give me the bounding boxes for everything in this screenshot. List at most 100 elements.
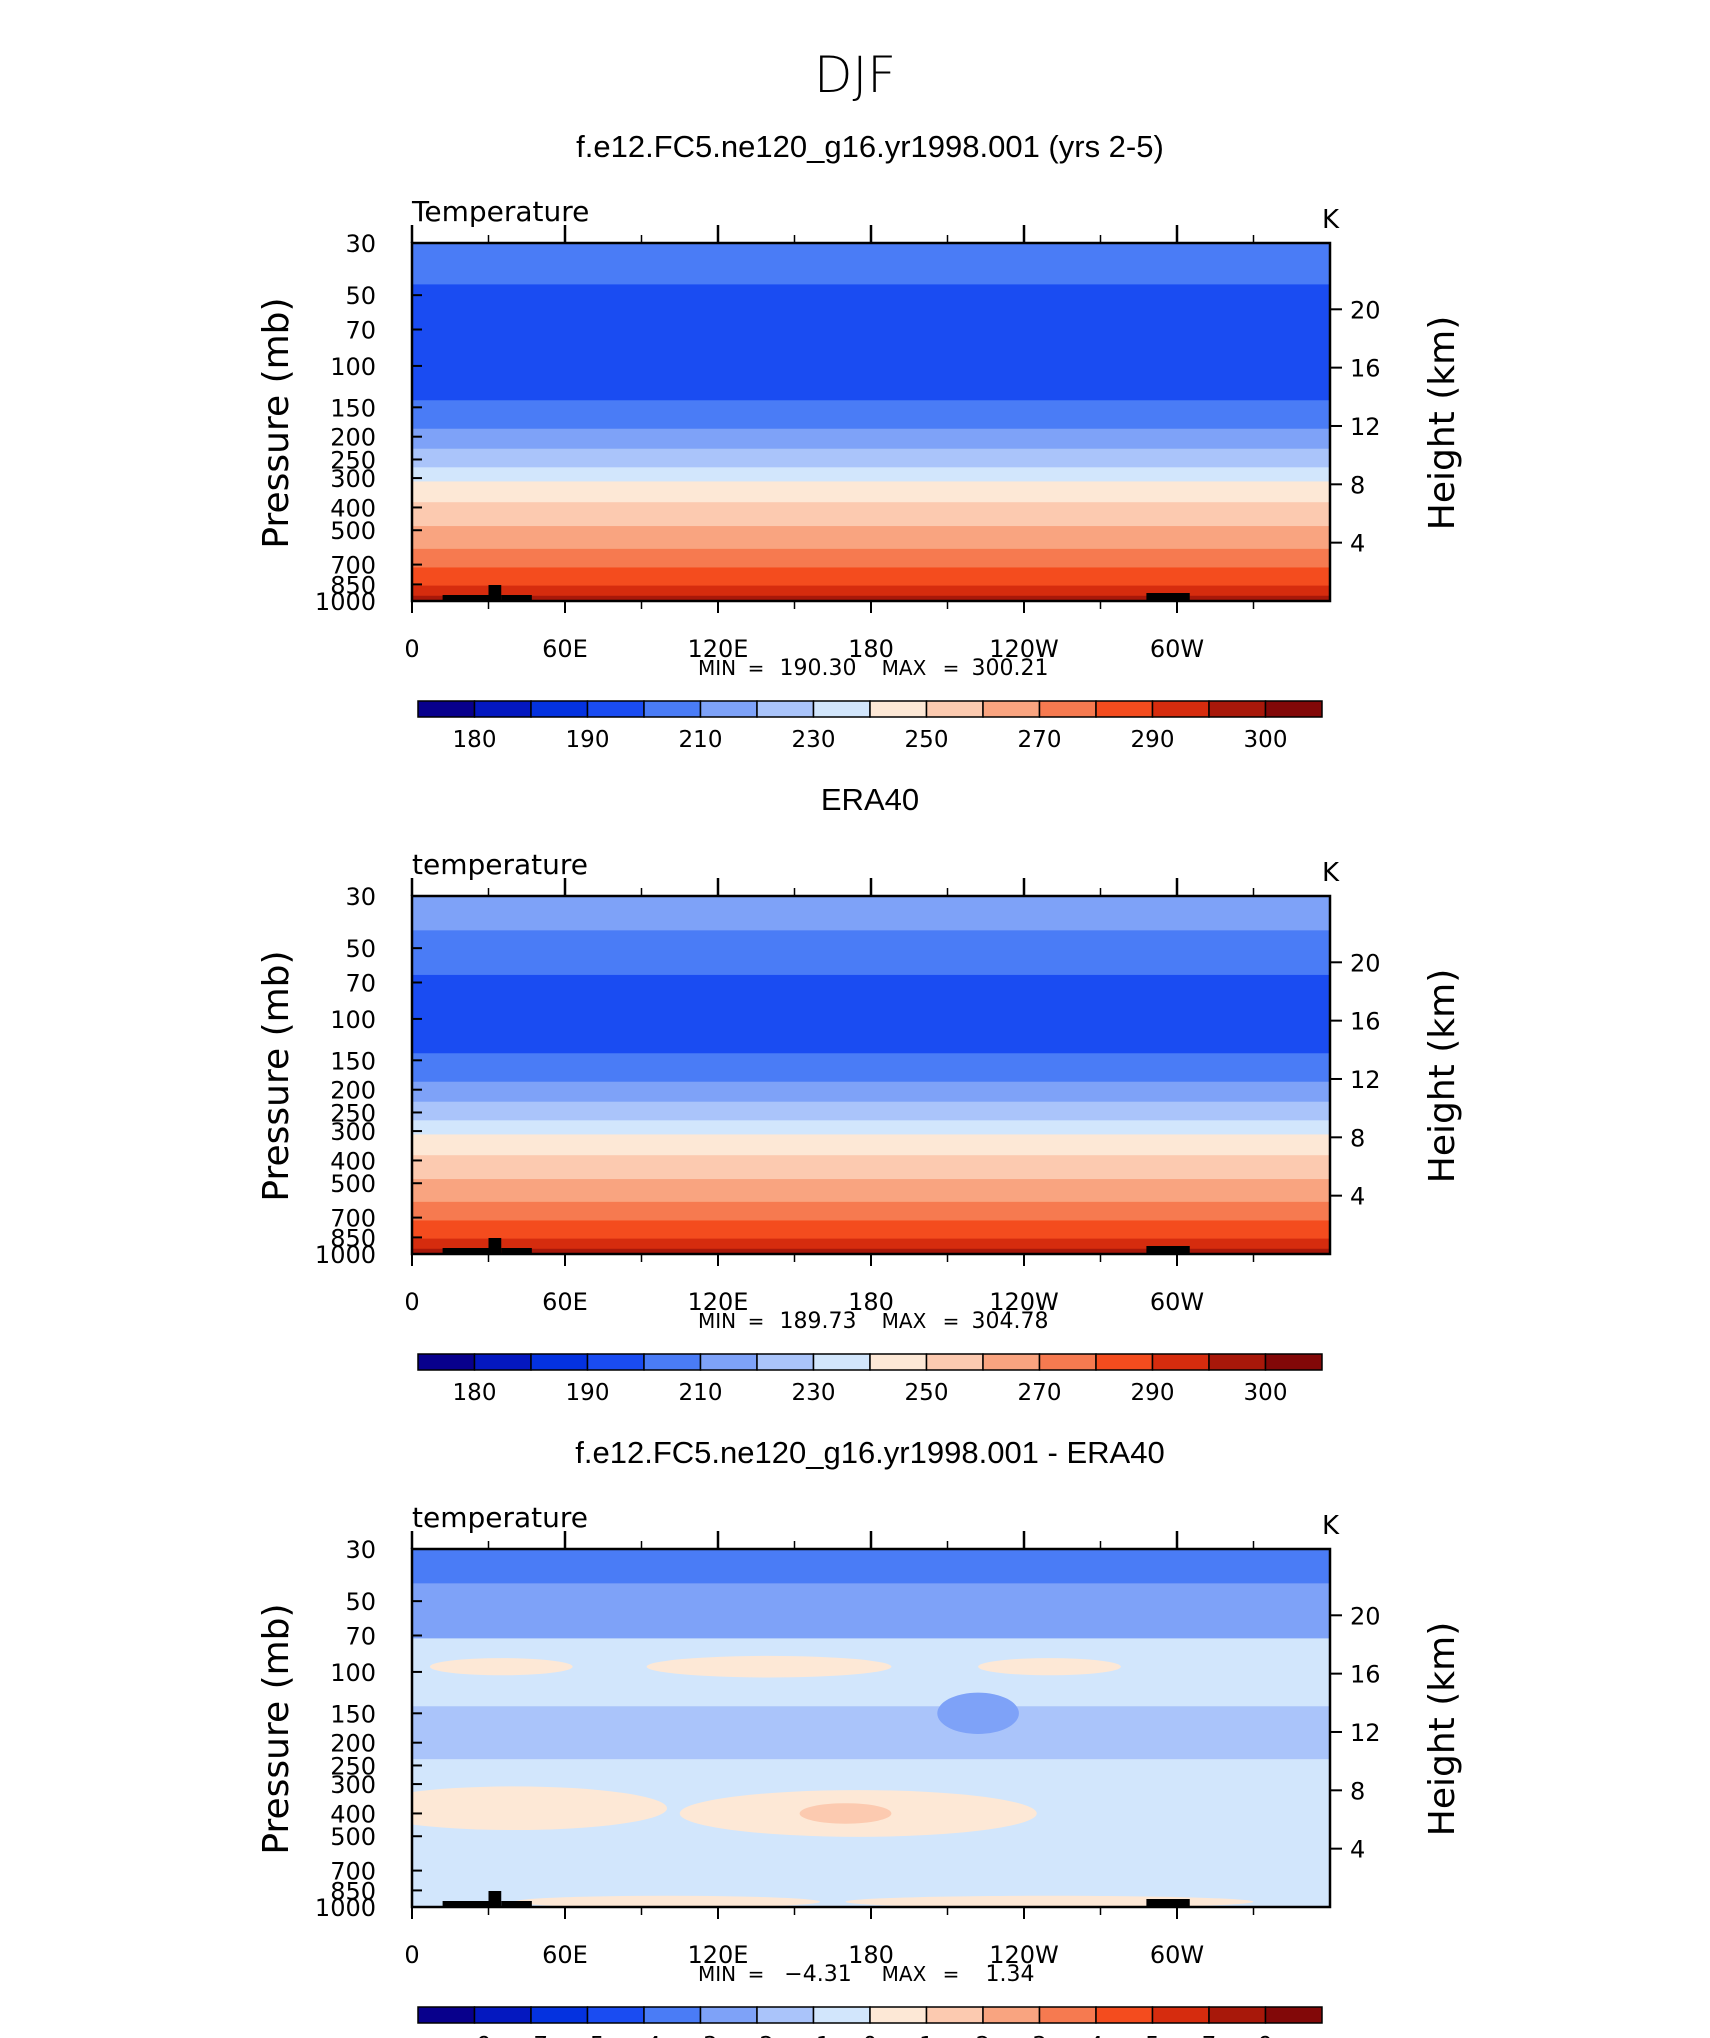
min-equals: = xyxy=(748,1309,765,1333)
topography-mask xyxy=(501,1248,532,1254)
colorbar-label: 270 xyxy=(1018,1380,1062,1406)
x-tick-label: 60E xyxy=(542,1941,588,1969)
colorbar-box xyxy=(586,2006,645,2024)
colorbar-box xyxy=(586,1353,645,1371)
colorbar-box xyxy=(417,1353,476,1371)
x-tick-label: 0 xyxy=(404,635,419,663)
y-tick-label: 700 xyxy=(330,1205,376,1233)
contour-band xyxy=(412,481,1330,503)
contour-band xyxy=(412,502,1330,527)
contour-patch xyxy=(646,1655,892,1678)
y2-tick-label: 8 xyxy=(1350,471,1365,499)
contour-field xyxy=(412,1549,1330,1907)
colorbar-box xyxy=(643,700,702,718)
topography-mask xyxy=(1146,1246,1190,1254)
colorbar-box xyxy=(1208,1353,1267,1371)
colorbar-box xyxy=(812,1353,871,1371)
colorbar-label: 2 xyxy=(976,2033,991,2038)
variable-label: temperature xyxy=(412,1501,588,1534)
colorbar-label: −2 xyxy=(740,2033,774,2038)
y2-tick-label: 12 xyxy=(1350,1066,1381,1094)
x-tick-label: 120W xyxy=(989,635,1059,663)
contour-field xyxy=(412,243,1330,601)
colorbar-box xyxy=(982,1353,1041,1371)
y-tick-label: 400 xyxy=(330,1800,376,1828)
y2-tick-label: 8 xyxy=(1350,1124,1365,1152)
y2-tick-label: 20 xyxy=(1350,296,1381,324)
colorbar-box xyxy=(586,700,645,718)
x-tick-label: 120E xyxy=(688,1288,749,1316)
y-axis-title: Pressure (mb) xyxy=(256,297,297,548)
y-tick-label: 250 xyxy=(330,1099,376,1127)
y2-tick-label: 16 xyxy=(1350,355,1381,383)
units-label: K xyxy=(1322,205,1340,235)
colorbar-label: −4 xyxy=(627,2033,661,2038)
contour-band xyxy=(412,1201,1330,1221)
min-equals: = xyxy=(748,656,765,680)
x-tick-label: 120W xyxy=(989,1288,1059,1316)
y-tick-label: 50 xyxy=(345,282,376,310)
y-tick-label: 200 xyxy=(330,1730,376,1758)
colorbar-label: 4 xyxy=(1089,2033,1104,2038)
colorbar-box xyxy=(925,1353,984,1371)
y-tick-label: 50 xyxy=(345,1588,376,1616)
contour-band xyxy=(412,548,1330,568)
topography-mask xyxy=(1146,593,1190,601)
y-tick-label: 300 xyxy=(330,1118,376,1146)
y-tick-label: 850 xyxy=(330,571,376,599)
colorbar-label: 9 xyxy=(1258,2033,1273,2038)
colorbar-box xyxy=(417,2006,476,2024)
y-tick-label: 70 xyxy=(345,970,376,998)
max-value: 1.34 xyxy=(986,1962,1035,1987)
contour-band xyxy=(412,1053,1330,1083)
y2-tick-label: 4 xyxy=(1350,1836,1365,1864)
colorbar-label: 210 xyxy=(679,1380,723,1406)
colorbar: −9 −7 −5 −4 −3 −2 −1 0 1 2 3 4 5 7 9 xyxy=(417,2006,1323,2038)
y-tick-label: 500 xyxy=(330,517,376,545)
colorbar-label: 250 xyxy=(905,1380,949,1406)
colorbar-box xyxy=(812,2006,871,2024)
contour-band xyxy=(412,526,1330,550)
y-tick-label: 400 xyxy=(330,1147,376,1175)
colorbar-box xyxy=(756,2006,815,2024)
page-title: DJF xyxy=(814,46,896,104)
topography-mask xyxy=(501,595,532,601)
contour-band xyxy=(412,243,1330,285)
colorbar-box xyxy=(1264,2006,1323,2024)
colorbar-box xyxy=(530,1353,589,1371)
colorbar-label: −7 xyxy=(514,2033,548,2038)
min-value: 189.73 xyxy=(780,1309,857,1334)
y-tick-label: 700 xyxy=(330,552,376,580)
min-equals: = xyxy=(748,1962,765,1986)
y-tick-label: 30 xyxy=(345,230,376,258)
panel-model: f.e12.FC5.ne120_g16.yr1998.001 (yrs 2-5)… xyxy=(256,129,1463,753)
colorbar-box xyxy=(699,2006,758,2024)
topography-mask xyxy=(488,1891,502,1907)
colorbar-box xyxy=(982,2006,1041,2024)
y2-tick-label: 16 xyxy=(1350,1008,1381,1036)
contour-field xyxy=(412,896,1330,1254)
y-tick-label: 150 xyxy=(330,394,376,422)
colorbar-box xyxy=(530,700,589,718)
colorbar-box xyxy=(1208,700,1267,718)
colorbar-box xyxy=(1208,2006,1267,2024)
x-tick-label: 180 xyxy=(848,1288,894,1316)
colorbar-box xyxy=(925,700,984,718)
colorbar-label: 270 xyxy=(1018,727,1062,753)
y2-tick-label: 20 xyxy=(1350,1602,1381,1630)
topography-mask xyxy=(488,1238,502,1254)
colorbar-label: −9 xyxy=(458,2033,492,2038)
y-tick-label: 850 xyxy=(330,1877,376,1905)
y-axis-title: Pressure (mb) xyxy=(256,1603,297,1854)
colorbar-label: 180 xyxy=(453,1380,497,1406)
y2-tick-label: 12 xyxy=(1350,1719,1381,1747)
colorbar-box xyxy=(1264,700,1323,718)
y2-tick-label: 20 xyxy=(1350,949,1381,977)
contour-band xyxy=(412,1220,1330,1240)
min-label: MIN xyxy=(698,656,736,680)
colorbar-box xyxy=(473,2006,532,2024)
contour-band xyxy=(412,1179,1330,1203)
y2-axis-title: Height (km) xyxy=(1422,1622,1463,1836)
